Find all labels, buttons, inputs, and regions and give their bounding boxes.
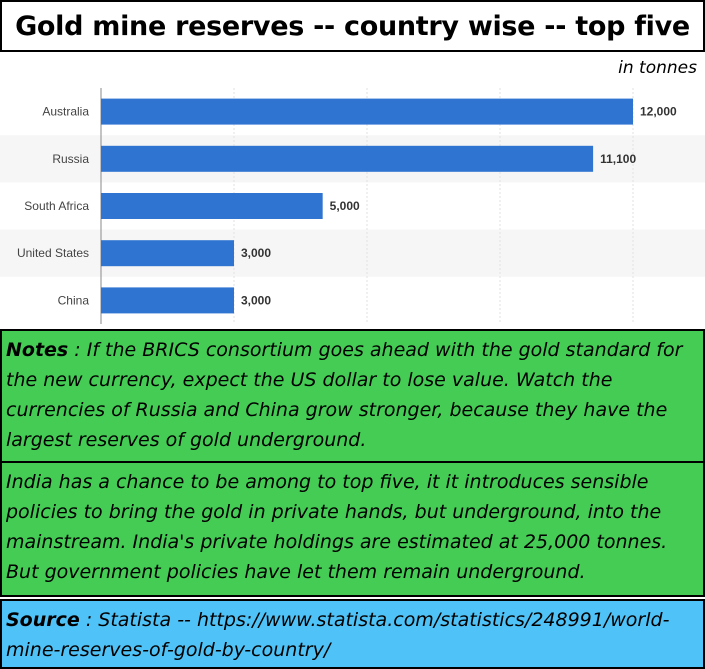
chart-area: Australia 12,000 Russia 11,100 South Africa 5… [0, 52, 705, 329]
bar [101, 240, 234, 267]
value-label: 12,000 [640, 105, 677, 119]
category-label: Russia [52, 152, 89, 166]
bar [101, 287, 234, 314]
page-title: Gold mine reserves -- country wise -- to… [15, 10, 690, 42]
category-label: China [58, 293, 90, 307]
source-box: Source : Statista -- https://www.statist… [0, 599, 705, 669]
india-note-box: India has a chance to be among to top fi… [0, 461, 705, 597]
category-label: South Africa [24, 199, 89, 213]
source-text: : Statista -- https://www.statista.com/s… [6, 609, 670, 661]
india-note-text: India has a chance to be among to top fi… [6, 471, 668, 583]
category-label: United States [17, 246, 89, 260]
unit-label: in tonnes [618, 58, 697, 78]
bar [101, 193, 323, 219]
notes-text: : If the BRICS consortium goes ahead wit… [6, 339, 683, 451]
notes-label: Notes [6, 339, 69, 361]
bar [101, 98, 633, 125]
value-label: 3,000 [241, 293, 271, 307]
title-box: Gold mine reserves -- country wise -- to… [0, 0, 705, 52]
value-label: 3,000 [241, 246, 271, 260]
category-label: Australia [42, 105, 89, 119]
value-label: 5,000 [330, 199, 360, 213]
source-label: Source [6, 609, 80, 631]
bar-chart: Australia 12,000 Russia 11,100 South Africa 5… [0, 88, 705, 324]
value-label: 11,100 [600, 152, 636, 166]
notes-box: Notes : If the BRICS consortium goes ahe… [0, 329, 705, 463]
bar [101, 145, 594, 172]
